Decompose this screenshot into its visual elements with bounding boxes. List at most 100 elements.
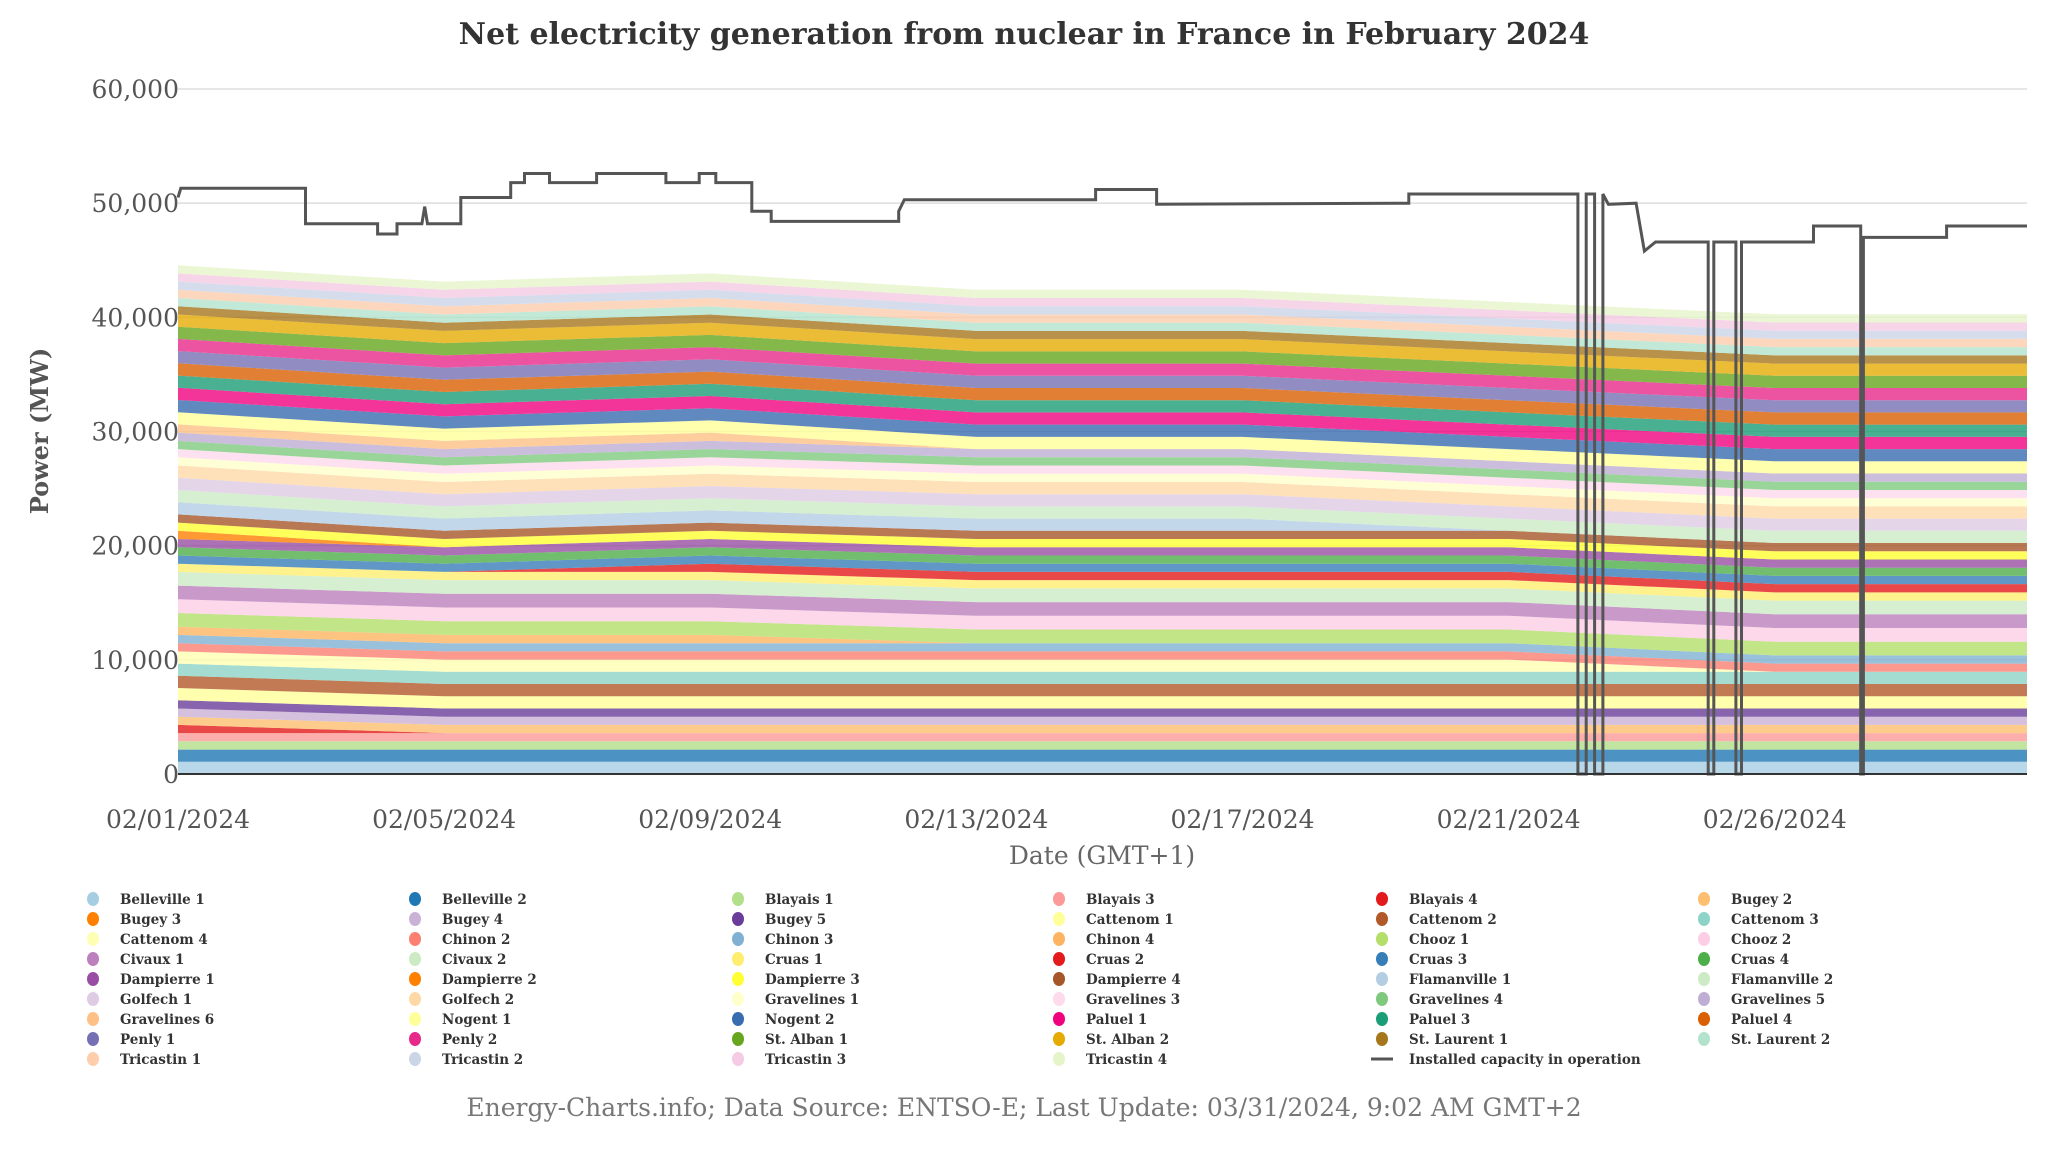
area-chooz-2 <box>178 599 2027 642</box>
legend-item[interactable]: Gravelines 4 <box>1376 992 1503 1008</box>
x-tick-label: 02/17/2024 <box>1170 805 1314 834</box>
area-golfech-1 <box>178 477 2027 531</box>
area-dampierre-4 <box>178 514 2027 552</box>
legend-label: Cattenom 1 <box>1086 912 1174 928</box>
legend-item[interactable]: Bugey 4 <box>409 912 503 928</box>
legend-dot-icon <box>87 952 99 966</box>
legend-item[interactable]: Civaux 1 <box>87 952 184 968</box>
area-chinon-3 <box>178 634 2027 664</box>
installed-capacity-line <box>176 172 2027 776</box>
legend-item[interactable]: Cruas 2 <box>1053 952 1144 968</box>
legend-dot-icon <box>409 1052 421 1066</box>
legend-item[interactable]: Chooz 2 <box>1698 932 1791 948</box>
legend-label: Nogent 2 <box>765 1012 835 1028</box>
legend-item[interactable]: Chinon 4 <box>1053 932 1154 948</box>
legend-item[interactable]: Golfech 2 <box>409 992 514 1008</box>
area-cruas-3 <box>178 555 2027 585</box>
legend-item[interactable]: Cattenom 2 <box>1376 912 1497 928</box>
legend-label: Tricastin 3 <box>765 1052 846 1068</box>
legend-item[interactable]: Blayais 3 <box>1053 892 1155 908</box>
legend-item[interactable]: Bugey 2 <box>1698 892 1792 908</box>
legend-item[interactable]: Gravelines 6 <box>87 1012 214 1028</box>
legend-label: Nogent 1 <box>442 1012 512 1028</box>
legend-label: Dampierre 3 <box>765 972 860 988</box>
legend-dot-icon <box>732 1012 744 1026</box>
legend-item[interactable]: Nogent 1 <box>409 1012 512 1028</box>
legend-item[interactable]: Cattenom 1 <box>1053 912 1174 928</box>
legend-label: Cruas 2 <box>1086 952 1144 968</box>
legend-item[interactable]: Nogent 2 <box>732 1012 835 1028</box>
legend-item[interactable]: Chooz 1 <box>1376 932 1469 948</box>
legend-item[interactable]: Cattenom 4 <box>87 932 208 948</box>
legend-label: Belleville 2 <box>442 892 527 908</box>
area-blayais-1 <box>178 741 2027 750</box>
legend-dot-icon <box>1376 912 1388 926</box>
legend-item[interactable]: Bugey 3 <box>87 912 181 928</box>
legend-item[interactable]: Dampierre 4 <box>1053 972 1181 988</box>
legend-item[interactable]: Golfech 1 <box>87 992 192 1008</box>
legend-item[interactable]: Penly 1 <box>87 1032 175 1048</box>
legend-item[interactable]: St. Laurent 1 <box>1376 1032 1508 1048</box>
legend-item[interactable]: St. Alban 2 <box>1053 1032 1169 1048</box>
y-tick-label: 50,000 <box>92 189 179 218</box>
capacity-layer <box>176 172 2027 776</box>
legend-item[interactable]: Cruas 4 <box>1698 952 1789 968</box>
legend-item[interactable]: Tricastin 2 <box>409 1052 523 1068</box>
legend-item[interactable]: Flamanville 1 <box>1376 972 1511 988</box>
legend-label: Belleville 1 <box>120 892 205 908</box>
area-tricastin-4 <box>178 265 2027 323</box>
area-st-laurent-1 <box>178 306 2027 364</box>
legend-item[interactable]: Dampierre 1 <box>87 972 215 988</box>
legend-label: Gravelines 6 <box>120 1012 214 1028</box>
legend-item[interactable]: Tricastin 1 <box>87 1052 201 1068</box>
legend-item[interactable]: Chinon 3 <box>732 932 833 948</box>
legend-label: Tricastin 1 <box>120 1052 201 1068</box>
legend-item[interactable]: Gravelines 3 <box>1053 992 1180 1008</box>
legend-item[interactable]: Paluel 4 <box>1698 1012 1792 1028</box>
legend-item[interactable]: Gravelines 5 <box>1698 992 1825 1008</box>
legend-item[interactable]: Flamanville 2 <box>1698 972 1833 988</box>
legend-item[interactable]: Blayais 4 <box>1376 892 1478 908</box>
legend-item[interactable]: Civaux 2 <box>409 952 506 968</box>
legend-item[interactable]: Belleville 2 <box>409 892 527 908</box>
legend-item[interactable]: Paluel 3 <box>1376 1012 1470 1028</box>
legend-dot-icon <box>1698 932 1710 946</box>
legend-item[interactable]: Tricastin 3 <box>732 1052 846 1068</box>
legend-dot-icon <box>1053 1032 1065 1046</box>
legend-dot-icon <box>409 892 421 906</box>
legend-item[interactable]: Dampierre 3 <box>732 972 860 988</box>
legend-item[interactable]: Dampierre 2 <box>409 972 537 988</box>
x-tick-label: 02/26/2024 <box>1703 805 1847 834</box>
legend-item[interactable]: Bugey 5 <box>732 912 826 928</box>
legend-label: Golfech 1 <box>120 992 192 1008</box>
y-tick-label: 60,000 <box>92 75 179 104</box>
legend-dot-icon <box>732 952 744 966</box>
legend-label: Blayais 3 <box>1086 892 1155 908</box>
legend-item[interactable]: Chinon 2 <box>409 932 510 948</box>
legend-item[interactable]: St. Laurent 2 <box>1698 1032 1830 1048</box>
area-cattenom-4 <box>178 651 2027 672</box>
legend-item[interactable]: Penly 2 <box>409 1032 497 1048</box>
area-nogent-1 <box>178 412 2027 474</box>
area-civaux-2 <box>178 571 2027 615</box>
legend-label: Tricastin 2 <box>442 1052 523 1068</box>
area-cruas-2 <box>178 563 2027 593</box>
legend-item[interactable]: Cruas 1 <box>732 952 823 968</box>
y-tick-label: 30,000 <box>92 418 179 447</box>
legend-item[interactable]: Paluel 1 <box>1053 1012 1147 1028</box>
legend-item[interactable]: Cattenom 3 <box>1698 912 1819 928</box>
legend-item[interactable]: Blayais 1 <box>732 892 834 908</box>
y-tick-label: 10,000 <box>92 646 179 675</box>
footer-source: Energy-Charts.info; Data Source: ENTSO-E… <box>466 1093 1581 1122</box>
legend-item[interactable]: Gravelines 1 <box>732 992 859 1008</box>
area-chinon-2 <box>178 643 2027 672</box>
legend-item[interactable]: Belleville 1 <box>87 892 205 908</box>
legend-item[interactable]: Cruas 3 <box>1376 952 1467 968</box>
legend-item[interactable]: Installed capacity in operation <box>1371 1052 1641 1068</box>
legend-dot-icon <box>409 912 421 926</box>
legend-label: Blayais 1 <box>765 892 834 908</box>
legend-item[interactable]: St. Alban 1 <box>732 1032 848 1048</box>
legend-item[interactable]: Tricastin 4 <box>1053 1052 1167 1068</box>
legend-label: St. Alban 1 <box>765 1032 848 1048</box>
area-tricastin-1 <box>178 289 2027 348</box>
